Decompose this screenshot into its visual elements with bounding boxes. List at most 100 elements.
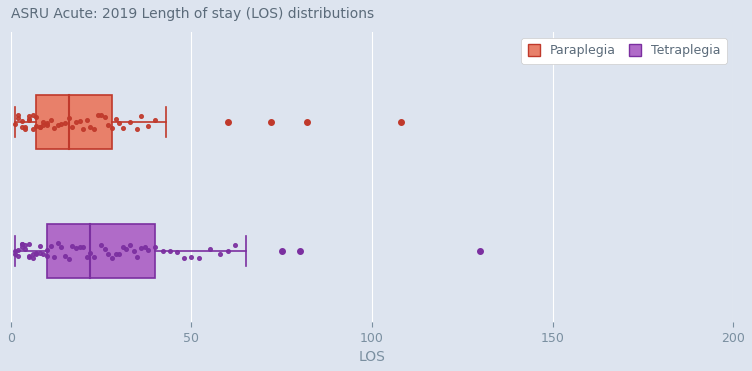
Point bbox=[30, 252, 42, 257]
Point bbox=[12, 247, 24, 253]
Point bbox=[23, 253, 35, 259]
Point bbox=[8, 247, 20, 253]
X-axis label: LOS: LOS bbox=[359, 350, 386, 364]
Point bbox=[34, 250, 46, 256]
Point bbox=[26, 251, 38, 257]
Point bbox=[150, 244, 162, 250]
Point bbox=[30, 250, 42, 256]
Point bbox=[12, 115, 24, 121]
Text: ASRU Acute: 2019 Length of stay (LOS) distributions: ASRU Acute: 2019 Length of stay (LOS) di… bbox=[11, 7, 374, 21]
Point bbox=[66, 124, 78, 129]
Point bbox=[135, 113, 147, 119]
Point bbox=[41, 253, 53, 259]
Point bbox=[16, 241, 28, 247]
Point bbox=[178, 255, 190, 261]
Point bbox=[99, 114, 111, 120]
Point bbox=[8, 121, 20, 127]
Point bbox=[59, 120, 71, 126]
Point bbox=[84, 250, 96, 256]
Point bbox=[16, 244, 28, 250]
Point bbox=[23, 242, 35, 247]
Point bbox=[41, 247, 53, 253]
Point bbox=[70, 245, 82, 251]
Point bbox=[102, 250, 114, 256]
Point bbox=[26, 112, 38, 118]
Point bbox=[74, 244, 86, 250]
Point bbox=[171, 249, 183, 255]
Point bbox=[38, 122, 50, 128]
Point bbox=[34, 124, 46, 130]
Point bbox=[106, 125, 118, 131]
Point bbox=[16, 241, 28, 247]
Point bbox=[23, 254, 35, 260]
Point bbox=[59, 253, 71, 259]
Point bbox=[20, 126, 32, 132]
Point bbox=[23, 116, 35, 122]
Point bbox=[164, 247, 176, 253]
Point bbox=[156, 248, 168, 254]
Point bbox=[99, 246, 111, 252]
Point bbox=[41, 122, 53, 128]
Point bbox=[56, 244, 68, 250]
Point bbox=[124, 119, 136, 125]
Point bbox=[222, 248, 234, 254]
Point bbox=[34, 124, 46, 130]
Point bbox=[23, 118, 35, 124]
Point bbox=[204, 246, 216, 252]
Point bbox=[132, 126, 144, 132]
Point bbox=[62, 115, 74, 121]
Point bbox=[80, 255, 92, 260]
Point bbox=[26, 255, 38, 261]
Point bbox=[44, 243, 56, 249]
Point bbox=[88, 254, 100, 260]
Point bbox=[214, 251, 226, 257]
Point bbox=[96, 242, 108, 248]
Point bbox=[26, 127, 38, 132]
Point bbox=[56, 121, 68, 127]
Point bbox=[74, 118, 86, 124]
Point bbox=[117, 125, 129, 131]
Point bbox=[16, 118, 28, 124]
Point bbox=[138, 244, 150, 250]
Point bbox=[38, 251, 50, 257]
Point bbox=[142, 247, 154, 253]
Point bbox=[77, 244, 89, 250]
Point bbox=[135, 244, 147, 250]
Point bbox=[30, 114, 42, 120]
Point bbox=[48, 125, 60, 131]
Point bbox=[142, 123, 154, 129]
Point bbox=[48, 255, 60, 260]
Point bbox=[124, 242, 136, 248]
Point bbox=[80, 117, 92, 123]
Point bbox=[70, 119, 82, 125]
Point bbox=[23, 114, 35, 119]
Point bbox=[229, 242, 241, 247]
Point bbox=[41, 120, 53, 126]
Point bbox=[84, 124, 96, 130]
Point bbox=[96, 112, 108, 118]
Point bbox=[20, 124, 32, 130]
Point bbox=[20, 246, 32, 252]
Point bbox=[186, 254, 198, 260]
Point bbox=[12, 112, 24, 118]
Point bbox=[88, 126, 100, 132]
Point bbox=[30, 124, 42, 129]
Point bbox=[34, 243, 46, 249]
Legend: Paraplegia, Tetraplegia: Paraplegia, Tetraplegia bbox=[521, 38, 727, 63]
FancyBboxPatch shape bbox=[47, 224, 156, 278]
Point bbox=[193, 255, 205, 261]
Point bbox=[117, 244, 129, 250]
Point bbox=[128, 248, 140, 254]
Point bbox=[110, 251, 122, 257]
Point bbox=[114, 120, 126, 126]
Point bbox=[92, 112, 104, 118]
Point bbox=[102, 122, 114, 128]
Point bbox=[114, 251, 126, 257]
FancyBboxPatch shape bbox=[36, 95, 112, 149]
Point bbox=[20, 242, 32, 248]
Point bbox=[106, 255, 118, 260]
Point bbox=[8, 251, 20, 257]
Point bbox=[77, 126, 89, 132]
Point bbox=[52, 122, 64, 128]
Point bbox=[52, 240, 64, 246]
